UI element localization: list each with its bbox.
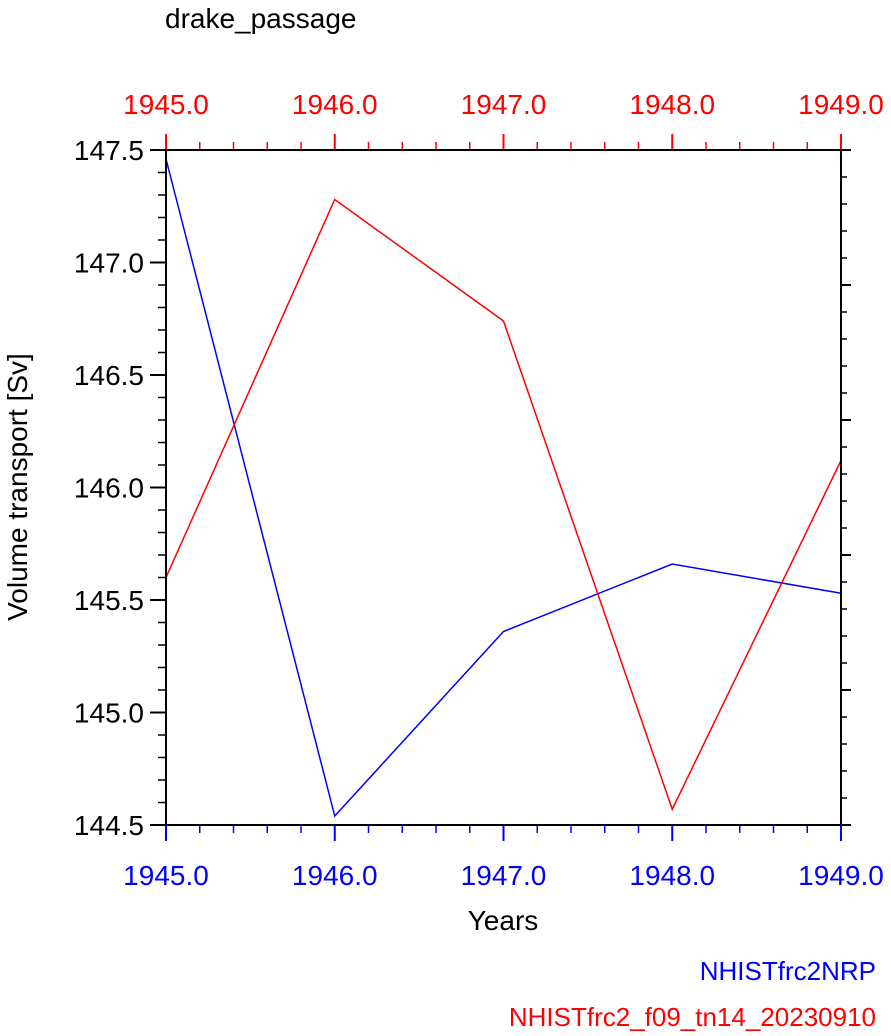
x-axis-label: Years	[468, 905, 539, 936]
left-tick-label: 144.5	[74, 810, 144, 841]
left-tick-label: 145.5	[74, 585, 144, 616]
bottom-tick-label: 1946.0	[292, 860, 378, 891]
top-tick-label: 1945.0	[123, 89, 209, 120]
left-tick-label: 147.0	[74, 248, 144, 279]
left-y-axis: 144.5 145.0 145.5 146.0 146.5 147.0 147.5	[74, 135, 166, 841]
top-tick-label: 1949.0	[798, 89, 884, 120]
left-tick-label: 146.0	[74, 473, 144, 504]
top-tick-label: 1946.0	[292, 89, 378, 120]
legend-entry-blue: NHISTfrc2NRP	[700, 956, 876, 986]
bottom-x-axis: 1945.0 1946.0 1947.0 1948.0 1949.0	[123, 824, 884, 891]
right-y-axis	[841, 149, 851, 826]
y-axis-label: Volume transport [Sv]	[2, 353, 33, 621]
top-x-axis: 1945.0 1946.0 1947.0 1948.0 1949.0	[123, 89, 884, 151]
top-tick-label: 1948.0	[629, 89, 715, 120]
left-tick-label: 146.5	[74, 360, 144, 391]
bottom-tick-label: 1945.0	[123, 860, 209, 891]
chart-title: drake_passage	[165, 3, 356, 34]
series-line-blue	[165, 158, 842, 818]
series-line-red	[165, 198, 842, 812]
bottom-tick-label: 1949.0	[798, 860, 884, 891]
legend-entry-red: NHISTfrc2_f09_tn14_20230910	[509, 1002, 876, 1032]
bottom-tick-label: 1948.0	[629, 860, 715, 891]
top-tick-label: 1947.0	[461, 89, 547, 120]
series-layer	[165, 158, 842, 818]
bottom-tick-label: 1947.0	[461, 860, 547, 891]
plot-frame	[165, 149, 842, 826]
left-tick-label: 147.5	[74, 135, 144, 166]
left-tick-label: 145.0	[74, 698, 144, 729]
